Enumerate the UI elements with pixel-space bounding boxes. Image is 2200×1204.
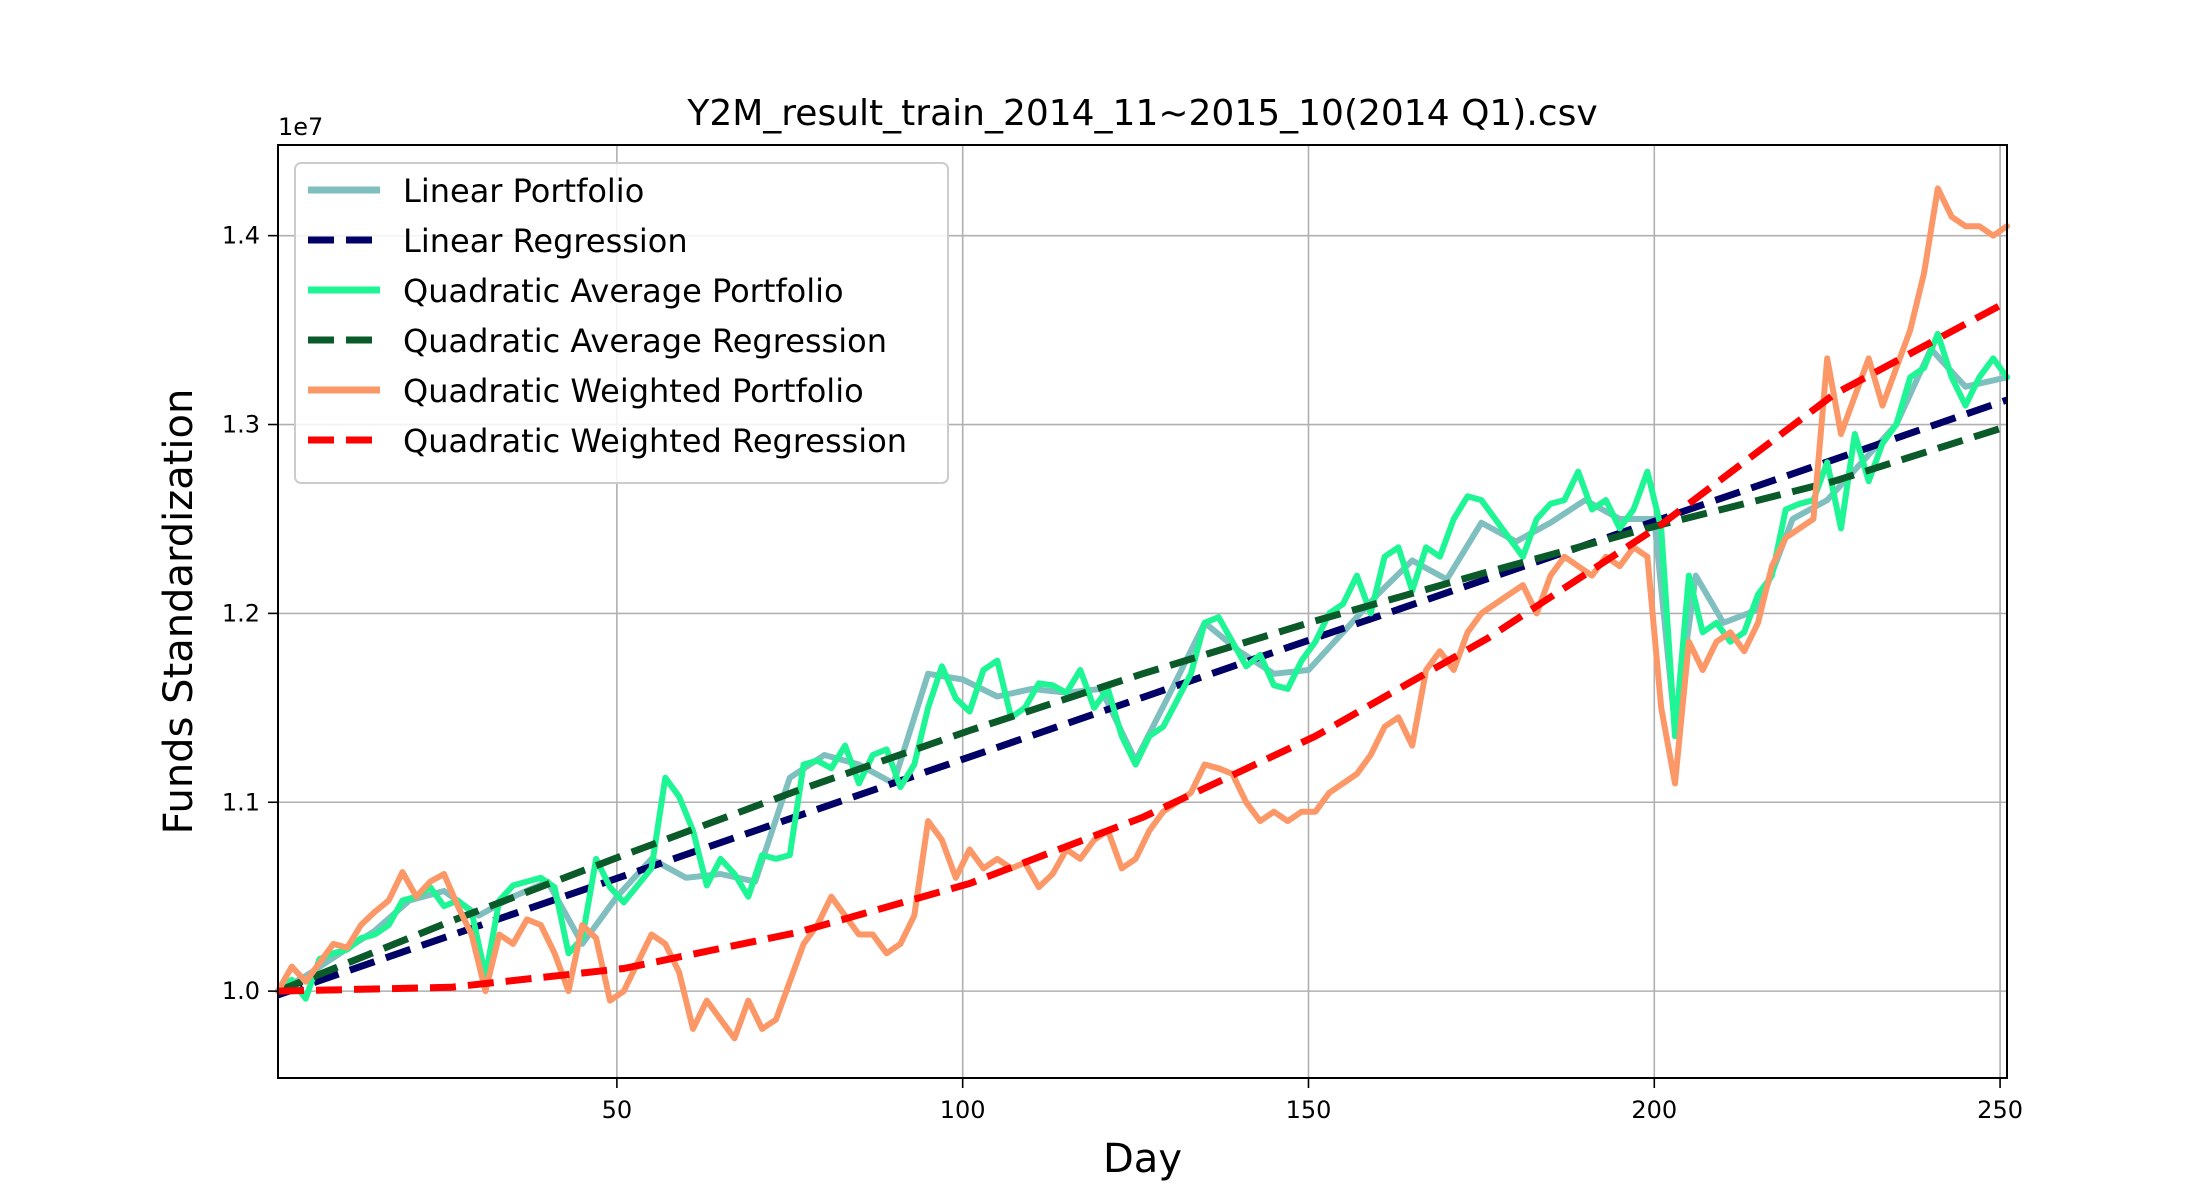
legend-label-0: Linear Portfolio <box>403 172 644 210</box>
y-offset-label: 1e7 <box>278 113 323 141</box>
legend-box <box>294 162 949 484</box>
legend-label-5: Quadratic Weighted Regression <box>403 422 907 460</box>
y-tick-label: 1.3 <box>222 411 260 439</box>
plot-frame <box>277 144 2008 1079</box>
y-tick-label: 1.1 <box>222 788 260 816</box>
series-line-0 <box>275 346 2010 995</box>
legend: Linear Portfolio Linear Regression Quadrat… <box>294 162 949 484</box>
series-line-2 <box>275 330 2010 1002</box>
x-tick-label: 50 <box>602 1096 633 1124</box>
x-axis-label: Day <box>1103 1136 1182 1182</box>
series-line-5 <box>277 298 2009 995</box>
legend-label-1: Linear Regression <box>403 222 688 260</box>
legend-label-2: Quadratic Average Portfolio <box>403 272 844 310</box>
x-tick-label: 150 <box>1286 1096 1332 1124</box>
series-line-3 <box>276 423 2009 995</box>
axes-ticks: 50 100 150 200 250 1.0 1.1 1.2 1.3 1.4 <box>222 222 2023 1124</box>
legend-label-3: Quadratic Average Regression <box>403 322 887 360</box>
y-tick-label: 1.0 <box>222 977 260 1005</box>
y-tick-label: 1.4 <box>222 222 260 250</box>
x-tick-label: 250 <box>1977 1096 2023 1124</box>
series-line-1 <box>276 396 2009 999</box>
x-tick-label: 100 <box>940 1096 986 1124</box>
x-tick-label: 200 <box>1631 1096 1677 1124</box>
series-line-4 <box>275 185 2010 1042</box>
chart-title: Y2M_result_train_2014_11~2015_10(2014 Q1… <box>686 93 1597 134</box>
plot-area <box>275 185 2010 1042</box>
y-tick-label: 1.2 <box>222 599 260 627</box>
y-axis-label: Funds Standardization <box>156 389 202 835</box>
legend-label-4: Quadratic Weighted Portfolio <box>403 372 864 410</box>
